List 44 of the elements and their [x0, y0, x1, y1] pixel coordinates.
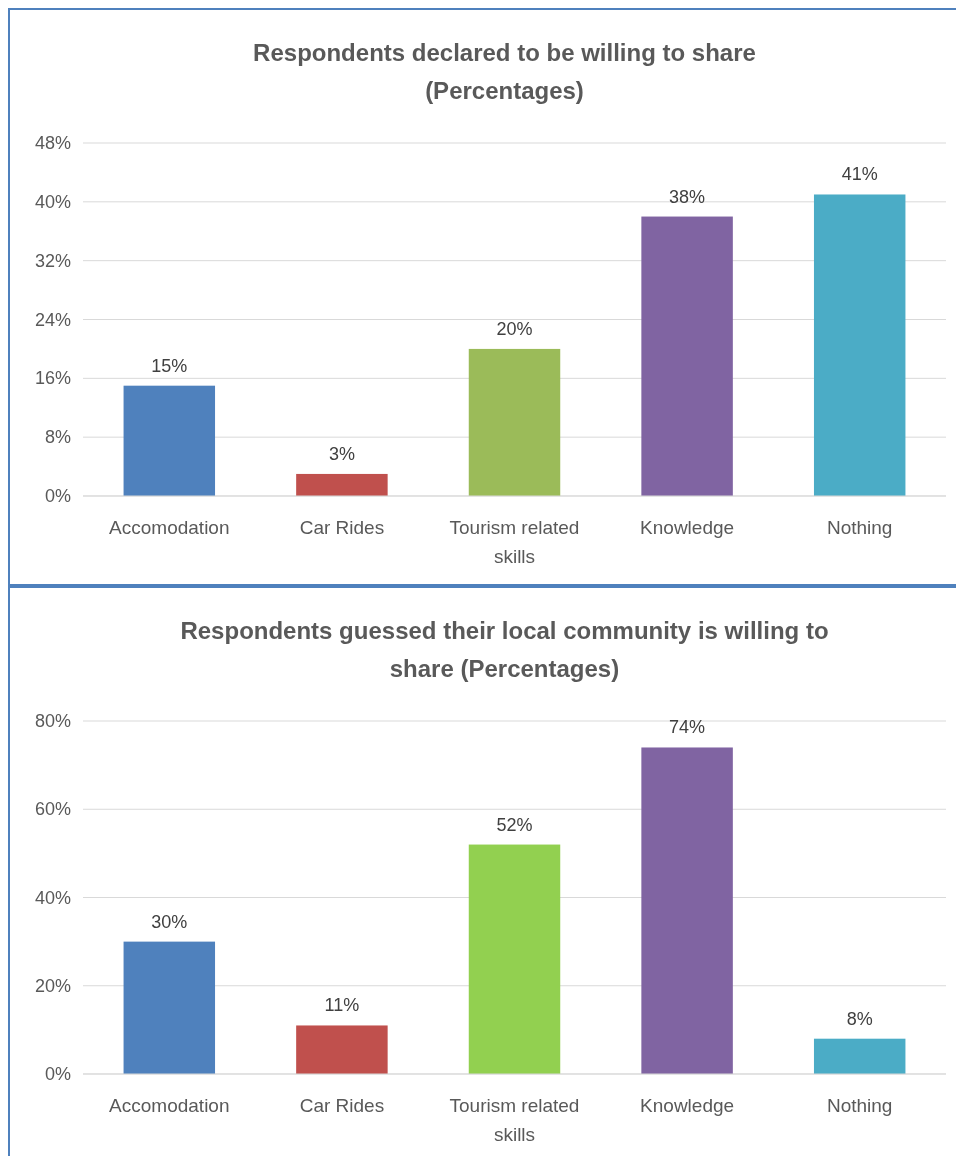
data-label: 74% — [669, 717, 706, 738]
y-tick-label: 0% — [44, 1064, 71, 1084]
x-tick-label: Car Rides — [299, 517, 385, 538]
y-tick-label: 40% — [34, 887, 71, 908]
y-tick-label: 32% — [34, 250, 71, 271]
data-label: 38% — [669, 186, 706, 207]
chart-title: Respondents declared to be willing to share (Percentages) — [253, 39, 756, 104]
chart-title: Respondents guessed their local community is willing to share (Percentages) — [180, 617, 829, 682]
bar — [468, 844, 561, 1074]
x-tick-label: Nothing — [826, 1095, 893, 1116]
data-label: 8% — [846, 1008, 873, 1029]
x-tick-label: Knowledge — [640, 517, 735, 538]
x-tick-label: Tourism related skills — [449, 1095, 580, 1145]
y-tick-label: 60% — [34, 799, 71, 820]
y-tick-label: 80% — [34, 711, 71, 731]
y-tick-label: 8% — [44, 427, 71, 448]
bar — [123, 941, 216, 1074]
bar — [468, 348, 561, 496]
bar — [641, 216, 733, 496]
bar — [813, 194, 906, 496]
y-tick-label: 40% — [34, 191, 71, 212]
data-label: 41% — [841, 164, 878, 185]
y-tick-label: 0% — [44, 486, 71, 506]
x-tick-label: Accomodation — [109, 517, 230, 538]
data-label: 30% — [151, 911, 188, 932]
y-tick-label: 20% — [34, 975, 71, 996]
x-tick-label: Nothing — [826, 517, 893, 538]
bar — [296, 1025, 388, 1074]
y-tick-label: 24% — [34, 309, 71, 330]
y-tick-label: 16% — [34, 368, 71, 389]
y-tick-label: 48% — [34, 133, 71, 153]
data-label: 20% — [496, 318, 533, 339]
x-tick-label: Car Rides — [299, 1095, 385, 1116]
x-tick-label: Knowledge — [640, 1095, 735, 1116]
bar — [296, 473, 388, 496]
x-tick-label: Accomodation — [109, 1095, 230, 1116]
x-tick-label: Tourism related skills — [449, 517, 580, 567]
data-label: 15% — [151, 355, 188, 376]
data-label: 3% — [328, 443, 355, 464]
data-label: 52% — [496, 814, 533, 835]
bar — [641, 747, 733, 1074]
data-label: 11% — [324, 995, 360, 1016]
bar — [813, 1038, 906, 1074]
bar — [123, 385, 216, 496]
